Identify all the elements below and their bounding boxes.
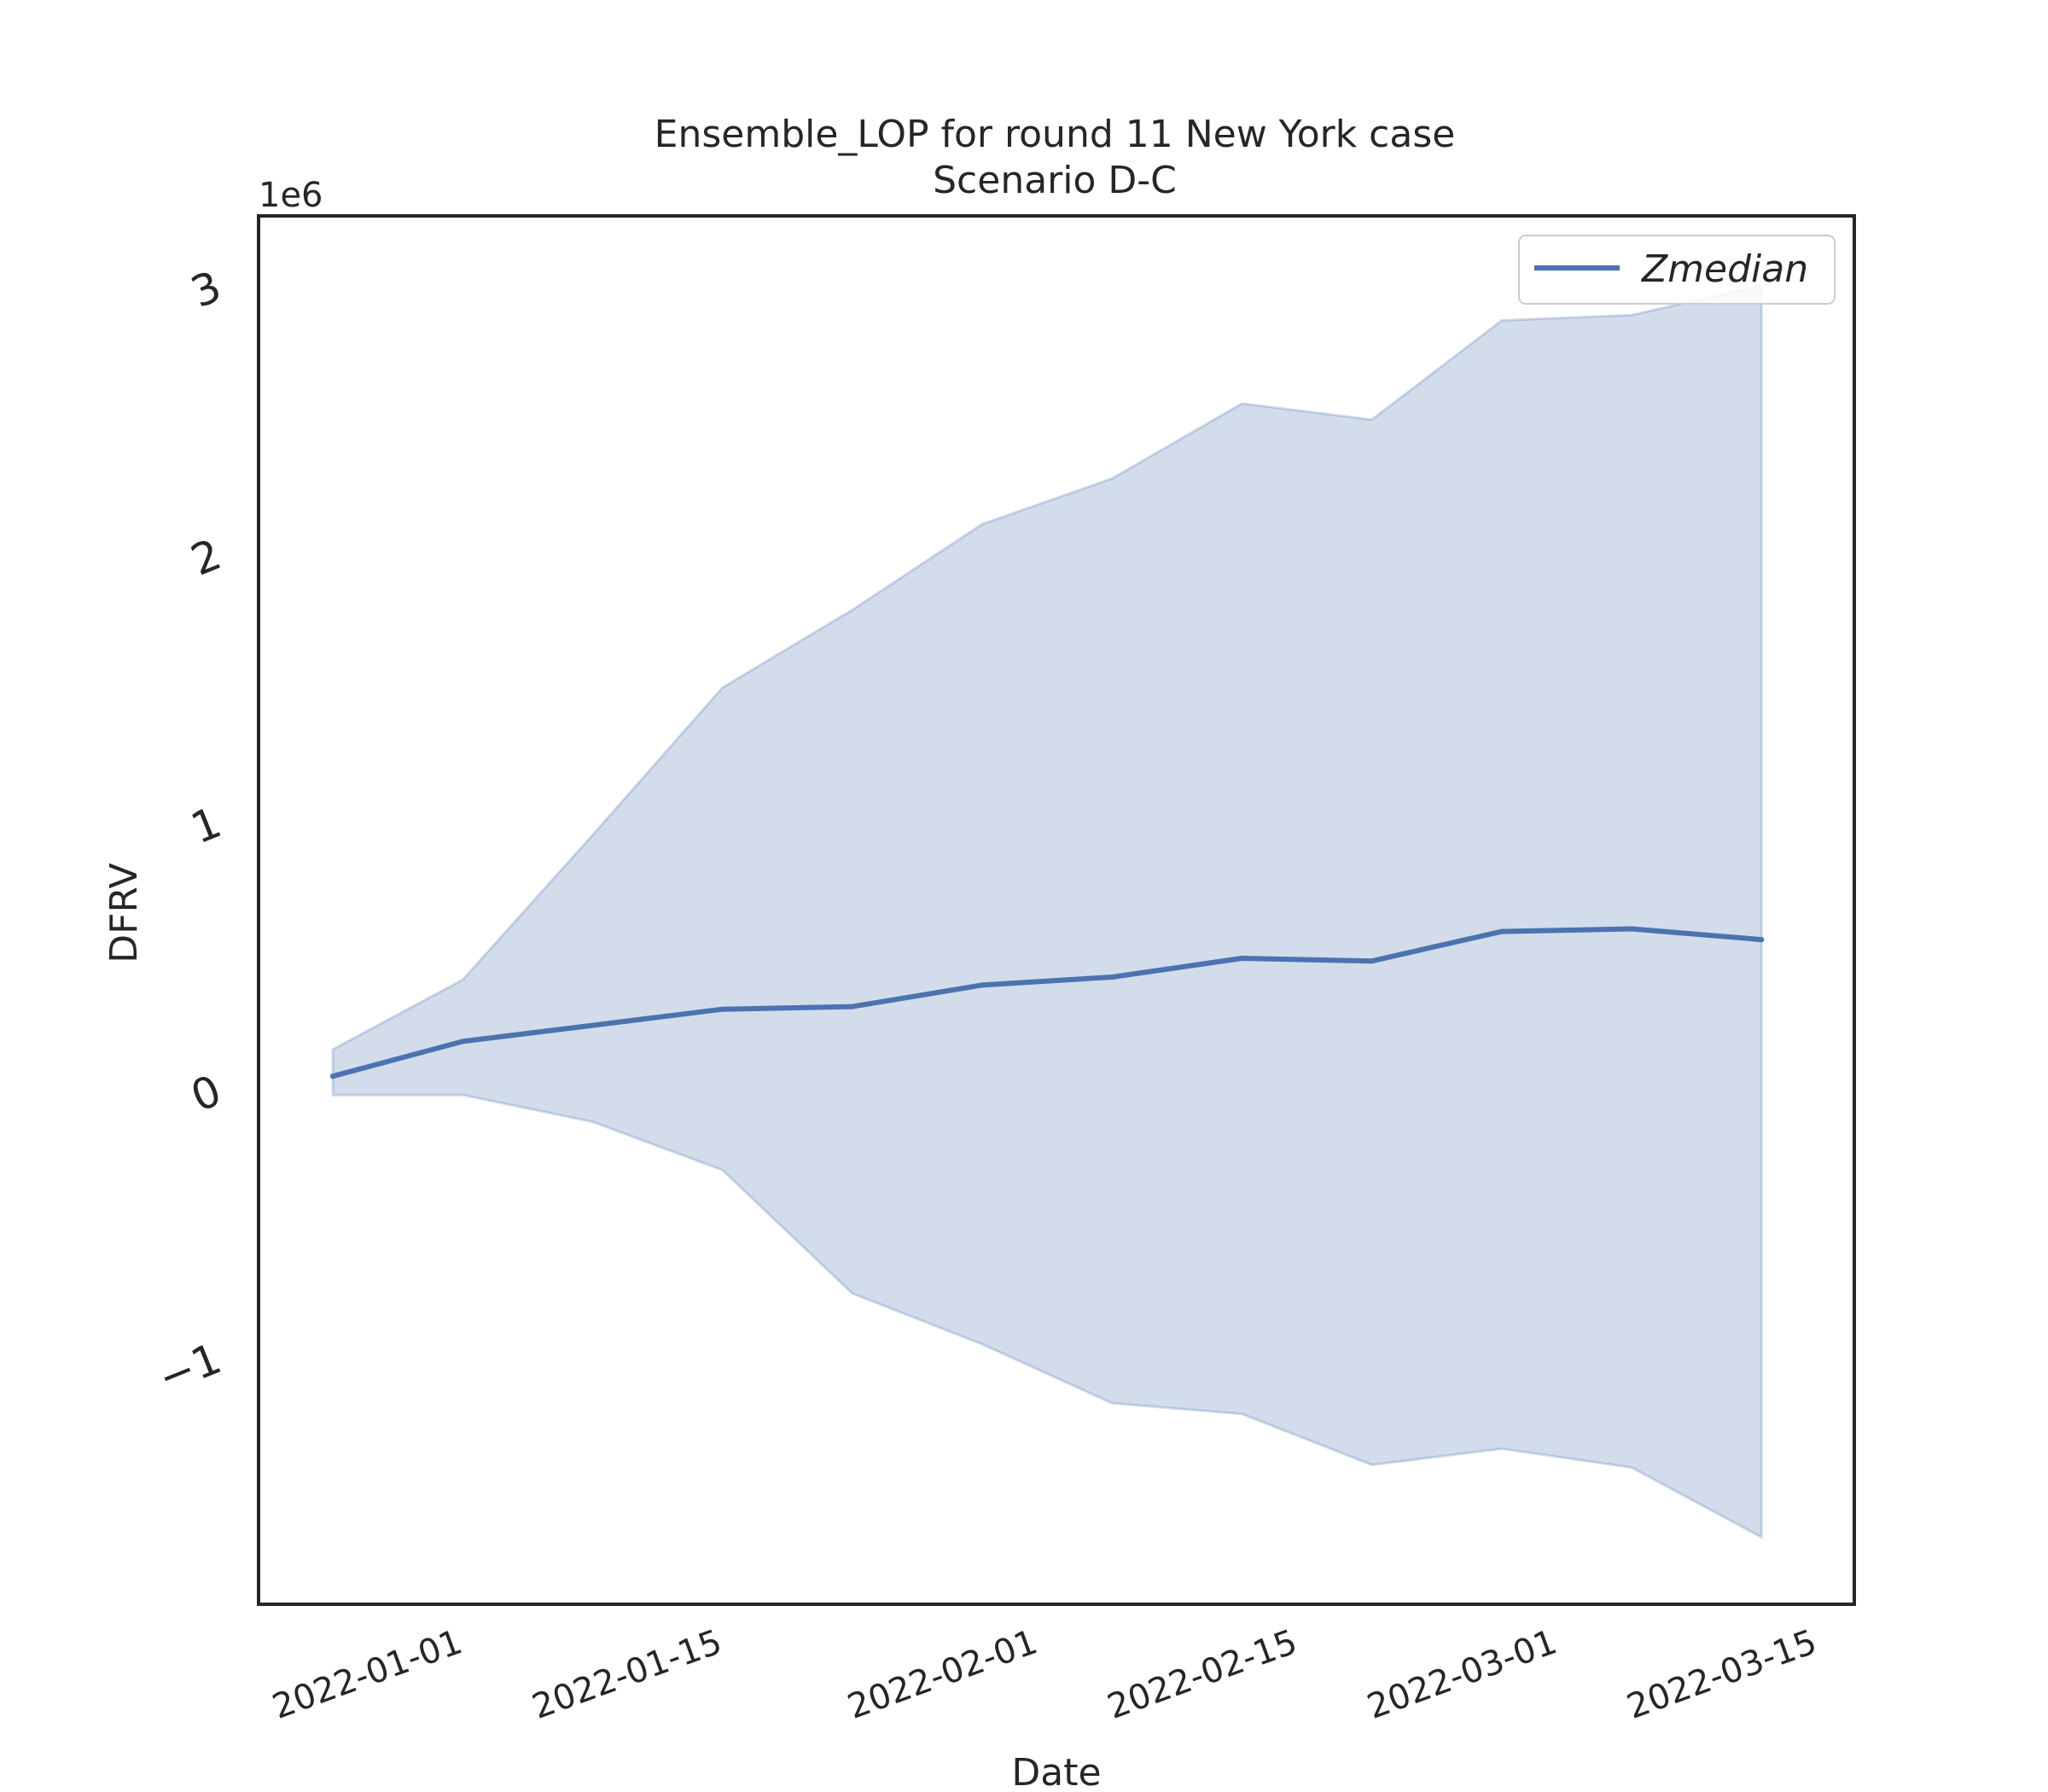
y-tick-label: 2: [184, 529, 228, 585]
data-point-zmedian: [1369, 958, 1375, 964]
data-point-zmedian: [1629, 926, 1635, 932]
data-point-zmedian: [1498, 928, 1504, 934]
y-tick-label: 3: [184, 261, 228, 317]
x-tick-label: 2022-02-01: [842, 1622, 1042, 1727]
y-tick-label: 0: [184, 1066, 228, 1122]
series-line-zmedian: [330, 926, 1765, 1079]
y-offset-label: 1e6: [259, 176, 323, 215]
legend-box: [1518, 235, 1836, 305]
y-tick-label: −1: [151, 1334, 228, 1403]
legend: Zmedian: [1518, 235, 1836, 305]
axes-frame: [257, 214, 1856, 1606]
x-tick-label: 2022-01-01: [267, 1622, 467, 1727]
y-tick-label: 1: [184, 798, 228, 854]
chart-subtitle: Scenario D-C: [933, 159, 1177, 202]
data-point-zmedian: [980, 982, 985, 988]
legend-label-zmedian: Zmedian: [1641, 247, 1808, 291]
x-tick-label: 2022-02-15: [1103, 1622, 1302, 1727]
x-tick-label: 2022-03-01: [1362, 1622, 1562, 1727]
data-point-zmedian: [1109, 975, 1115, 980]
plot-area: [330, 283, 1765, 1540]
x-axis-label: Date: [1011, 1751, 1101, 1792]
data-point-zmedian: [1759, 937, 1765, 943]
y-axis-ticks: −1 0 1 2 3: [151, 261, 228, 1403]
x-tick-label: 2022-01-15: [527, 1622, 727, 1727]
data-point-zmedian: [849, 1004, 855, 1009]
data-point-zmedian: [1239, 956, 1245, 961]
data-point-zmedian: [719, 1006, 725, 1012]
data-point-zmedian: [460, 1039, 466, 1044]
data-point-zmedian: [590, 1022, 596, 1028]
x-axis-ticks: 2022-01-01 2022-01-15 2022-02-01 2022-02-15…: [267, 1622, 1822, 1727]
x-tick-label: 2022-03-15: [1622, 1622, 1822, 1727]
data-point-zmedian: [330, 1073, 335, 1079]
chart-title: Ensemble_LOP for round 11 New York case: [655, 113, 1456, 156]
uncertainty-band: [331, 283, 1763, 1540]
y-axis-label: DFRV: [102, 863, 146, 963]
